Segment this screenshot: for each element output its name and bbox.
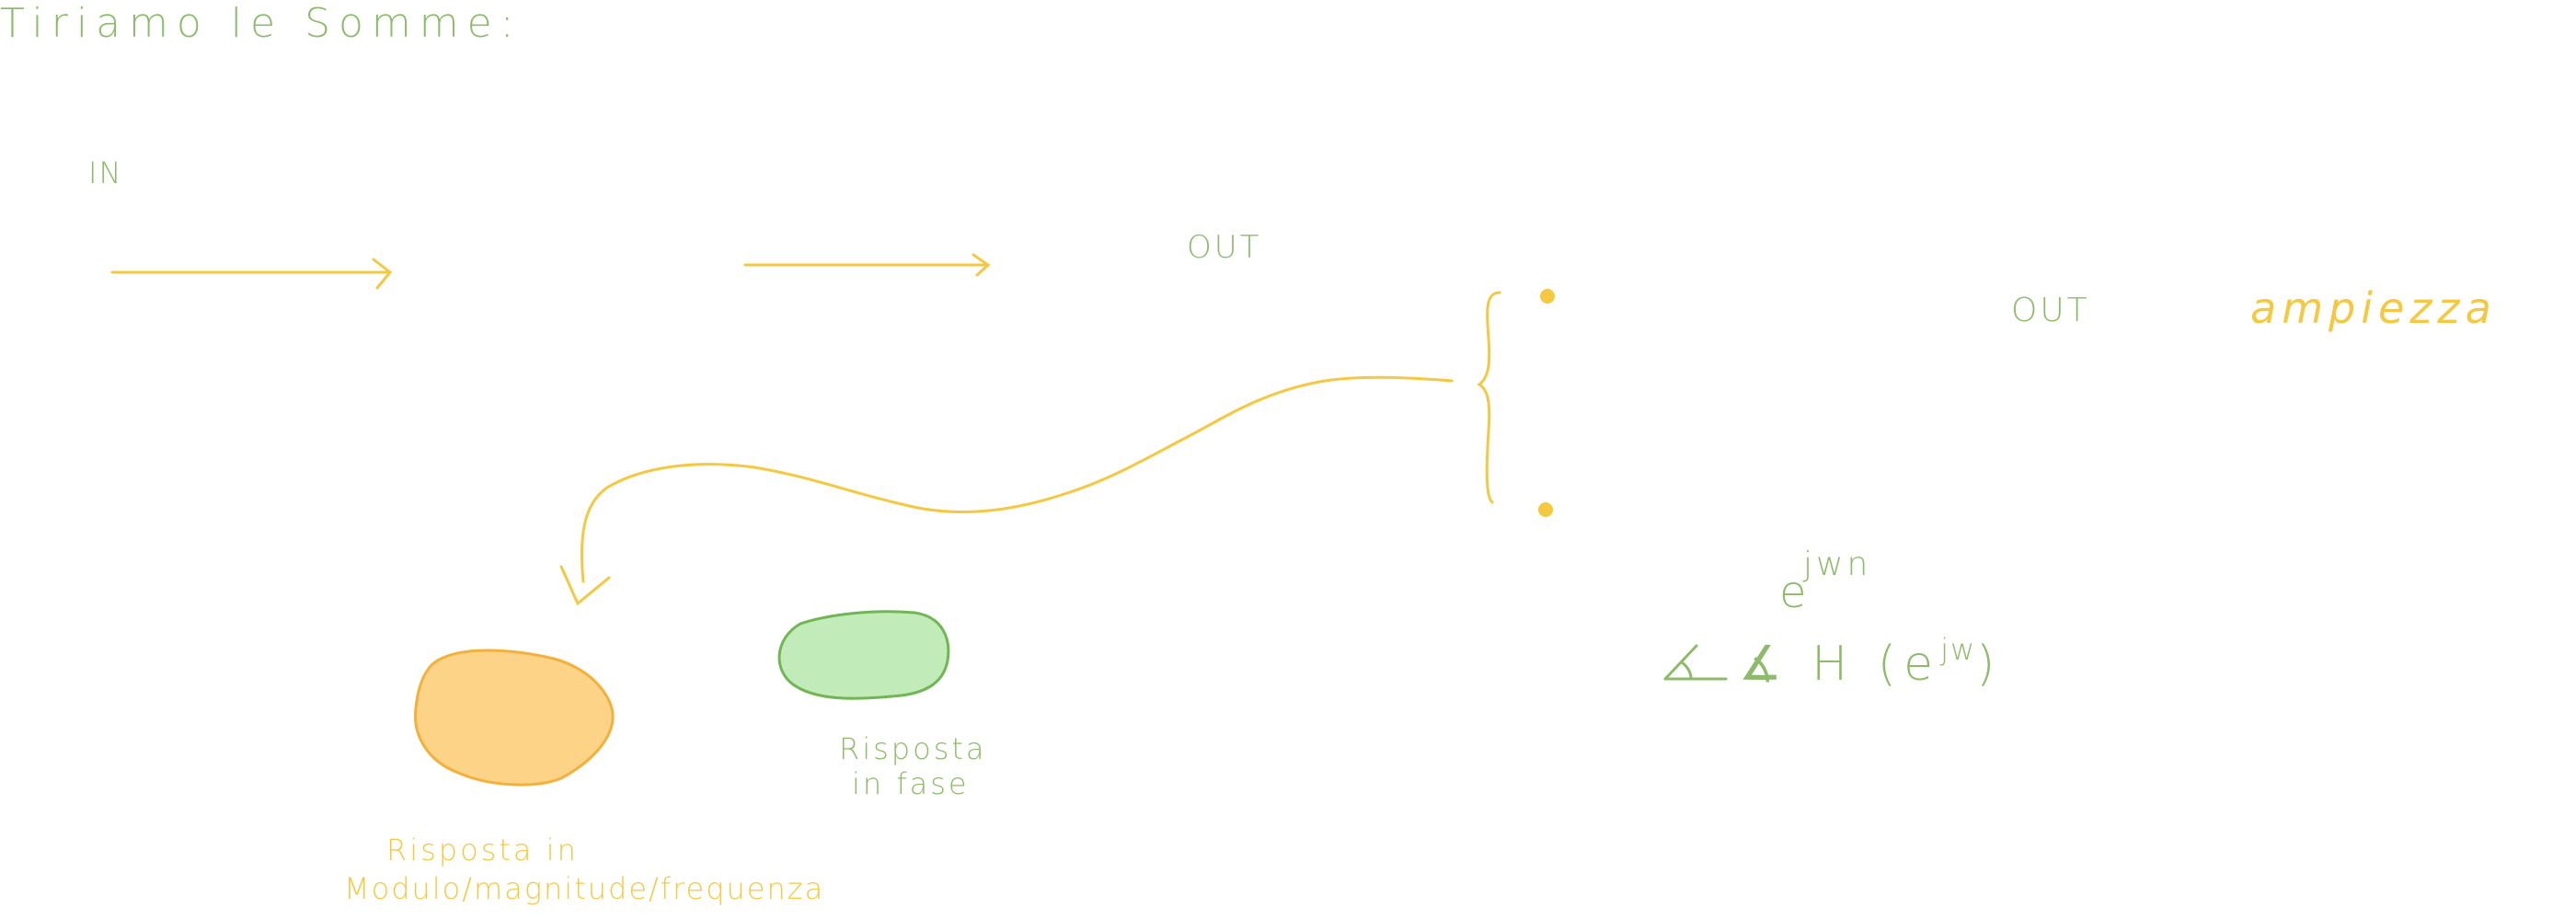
orange-blob <box>413 649 615 787</box>
exponential-exponent: jwn <box>1803 546 1872 583</box>
bullet-dot-top <box>1540 289 1555 304</box>
input-arrow <box>110 258 393 290</box>
ampiezza-label: ampiezza <box>2250 283 2497 333</box>
risposta-modulo-line2: Modulo/magnitude/frequenza <box>344 871 825 906</box>
phase-exponent: jw <box>1940 632 1977 667</box>
phase-expression: ∡ H (ejw) <box>1739 635 2002 688</box>
risposta-fase-line2: in fase <box>852 766 970 801</box>
phase-suffix: ) <box>1976 637 2003 692</box>
page-title: Tiriamo le Somme: <box>0 0 523 47</box>
curly-brace <box>1477 291 1501 504</box>
out-label-right: OUT <box>2011 292 2090 329</box>
output-arrow <box>743 253 991 277</box>
risposta-modulo-line1: Risposta in <box>386 833 579 867</box>
curved-arrow <box>559 375 1454 606</box>
green-blob <box>777 610 950 700</box>
in-label: IN <box>88 155 123 190</box>
risposta-fase-line1: Risposta <box>839 731 987 766</box>
phase-prefix: ∡ H (e <box>1739 637 1941 692</box>
out-label-middle: OUT <box>1187 229 1262 266</box>
angle-icon <box>1663 644 1728 681</box>
exponential-base: e <box>1779 567 1807 618</box>
bullet-dot-bottom <box>1538 502 1553 517</box>
